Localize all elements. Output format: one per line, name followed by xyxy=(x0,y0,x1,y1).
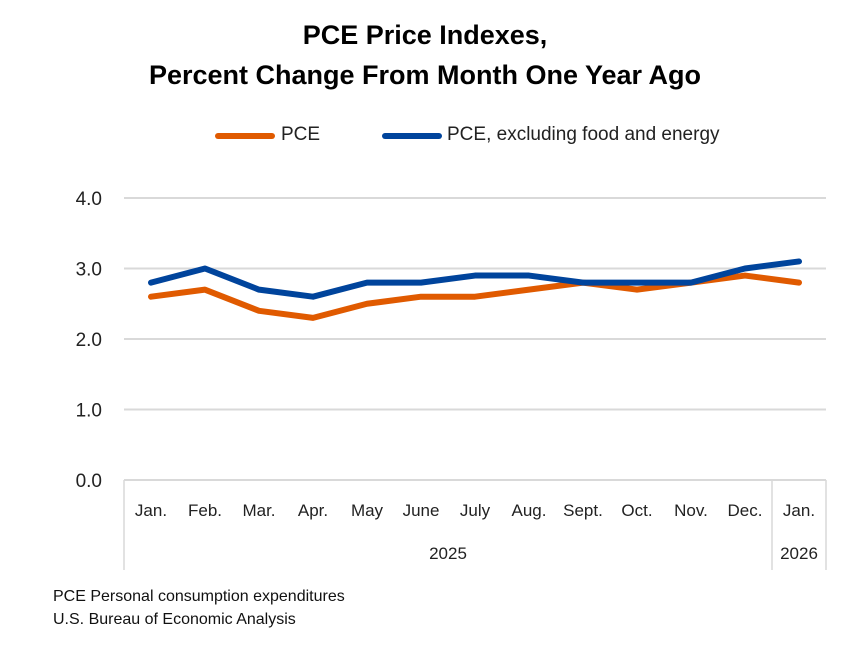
y-tick-label: 1.0 xyxy=(76,401,102,422)
x-group-label: 2025 xyxy=(429,544,467,563)
x-tick-label: Sept. xyxy=(563,501,603,520)
y-tick-label: 4.0 xyxy=(76,189,102,210)
x-tick-label: Aug. xyxy=(512,501,547,520)
x-tick-label: Nov. xyxy=(674,501,708,520)
x-tick-label: June xyxy=(403,501,440,520)
x-tick-label: Mar. xyxy=(242,501,275,520)
y-tick-label: 2.0 xyxy=(76,330,102,351)
x-tick-label: Dec. xyxy=(728,501,763,520)
x-tick-label: Jan. xyxy=(783,501,815,520)
footnote-1: PCE Personal consumption expenditures xyxy=(53,588,345,605)
legend-label-core: PCE, excluding food and energy xyxy=(447,124,720,145)
x-tick-label: Oct. xyxy=(621,501,652,520)
y-tick-label: 0.0 xyxy=(76,471,102,492)
x-tick-label: May xyxy=(351,501,384,520)
chart-title-line1: PCE Price Indexes, xyxy=(302,20,548,50)
x-tick-label: Feb. xyxy=(188,501,222,520)
footnote-2: U.S. Bureau of Economic Analysis xyxy=(53,611,296,628)
chart-title-line2: Percent Change From Month One Year Ago xyxy=(148,60,702,90)
x-tick-label: Apr. xyxy=(298,501,328,520)
legend-swatch-core xyxy=(382,133,442,139)
legend-label-pce: PCE xyxy=(281,124,321,145)
x-group-label: 2026 xyxy=(780,544,818,563)
x-tick-label: Jan. xyxy=(135,501,167,520)
series-line-core-pce xyxy=(148,258,802,300)
y-tick-label: 3.0 xyxy=(76,260,102,281)
legend-swatch-pce xyxy=(215,133,275,139)
x-tick-label: July xyxy=(460,501,491,520)
